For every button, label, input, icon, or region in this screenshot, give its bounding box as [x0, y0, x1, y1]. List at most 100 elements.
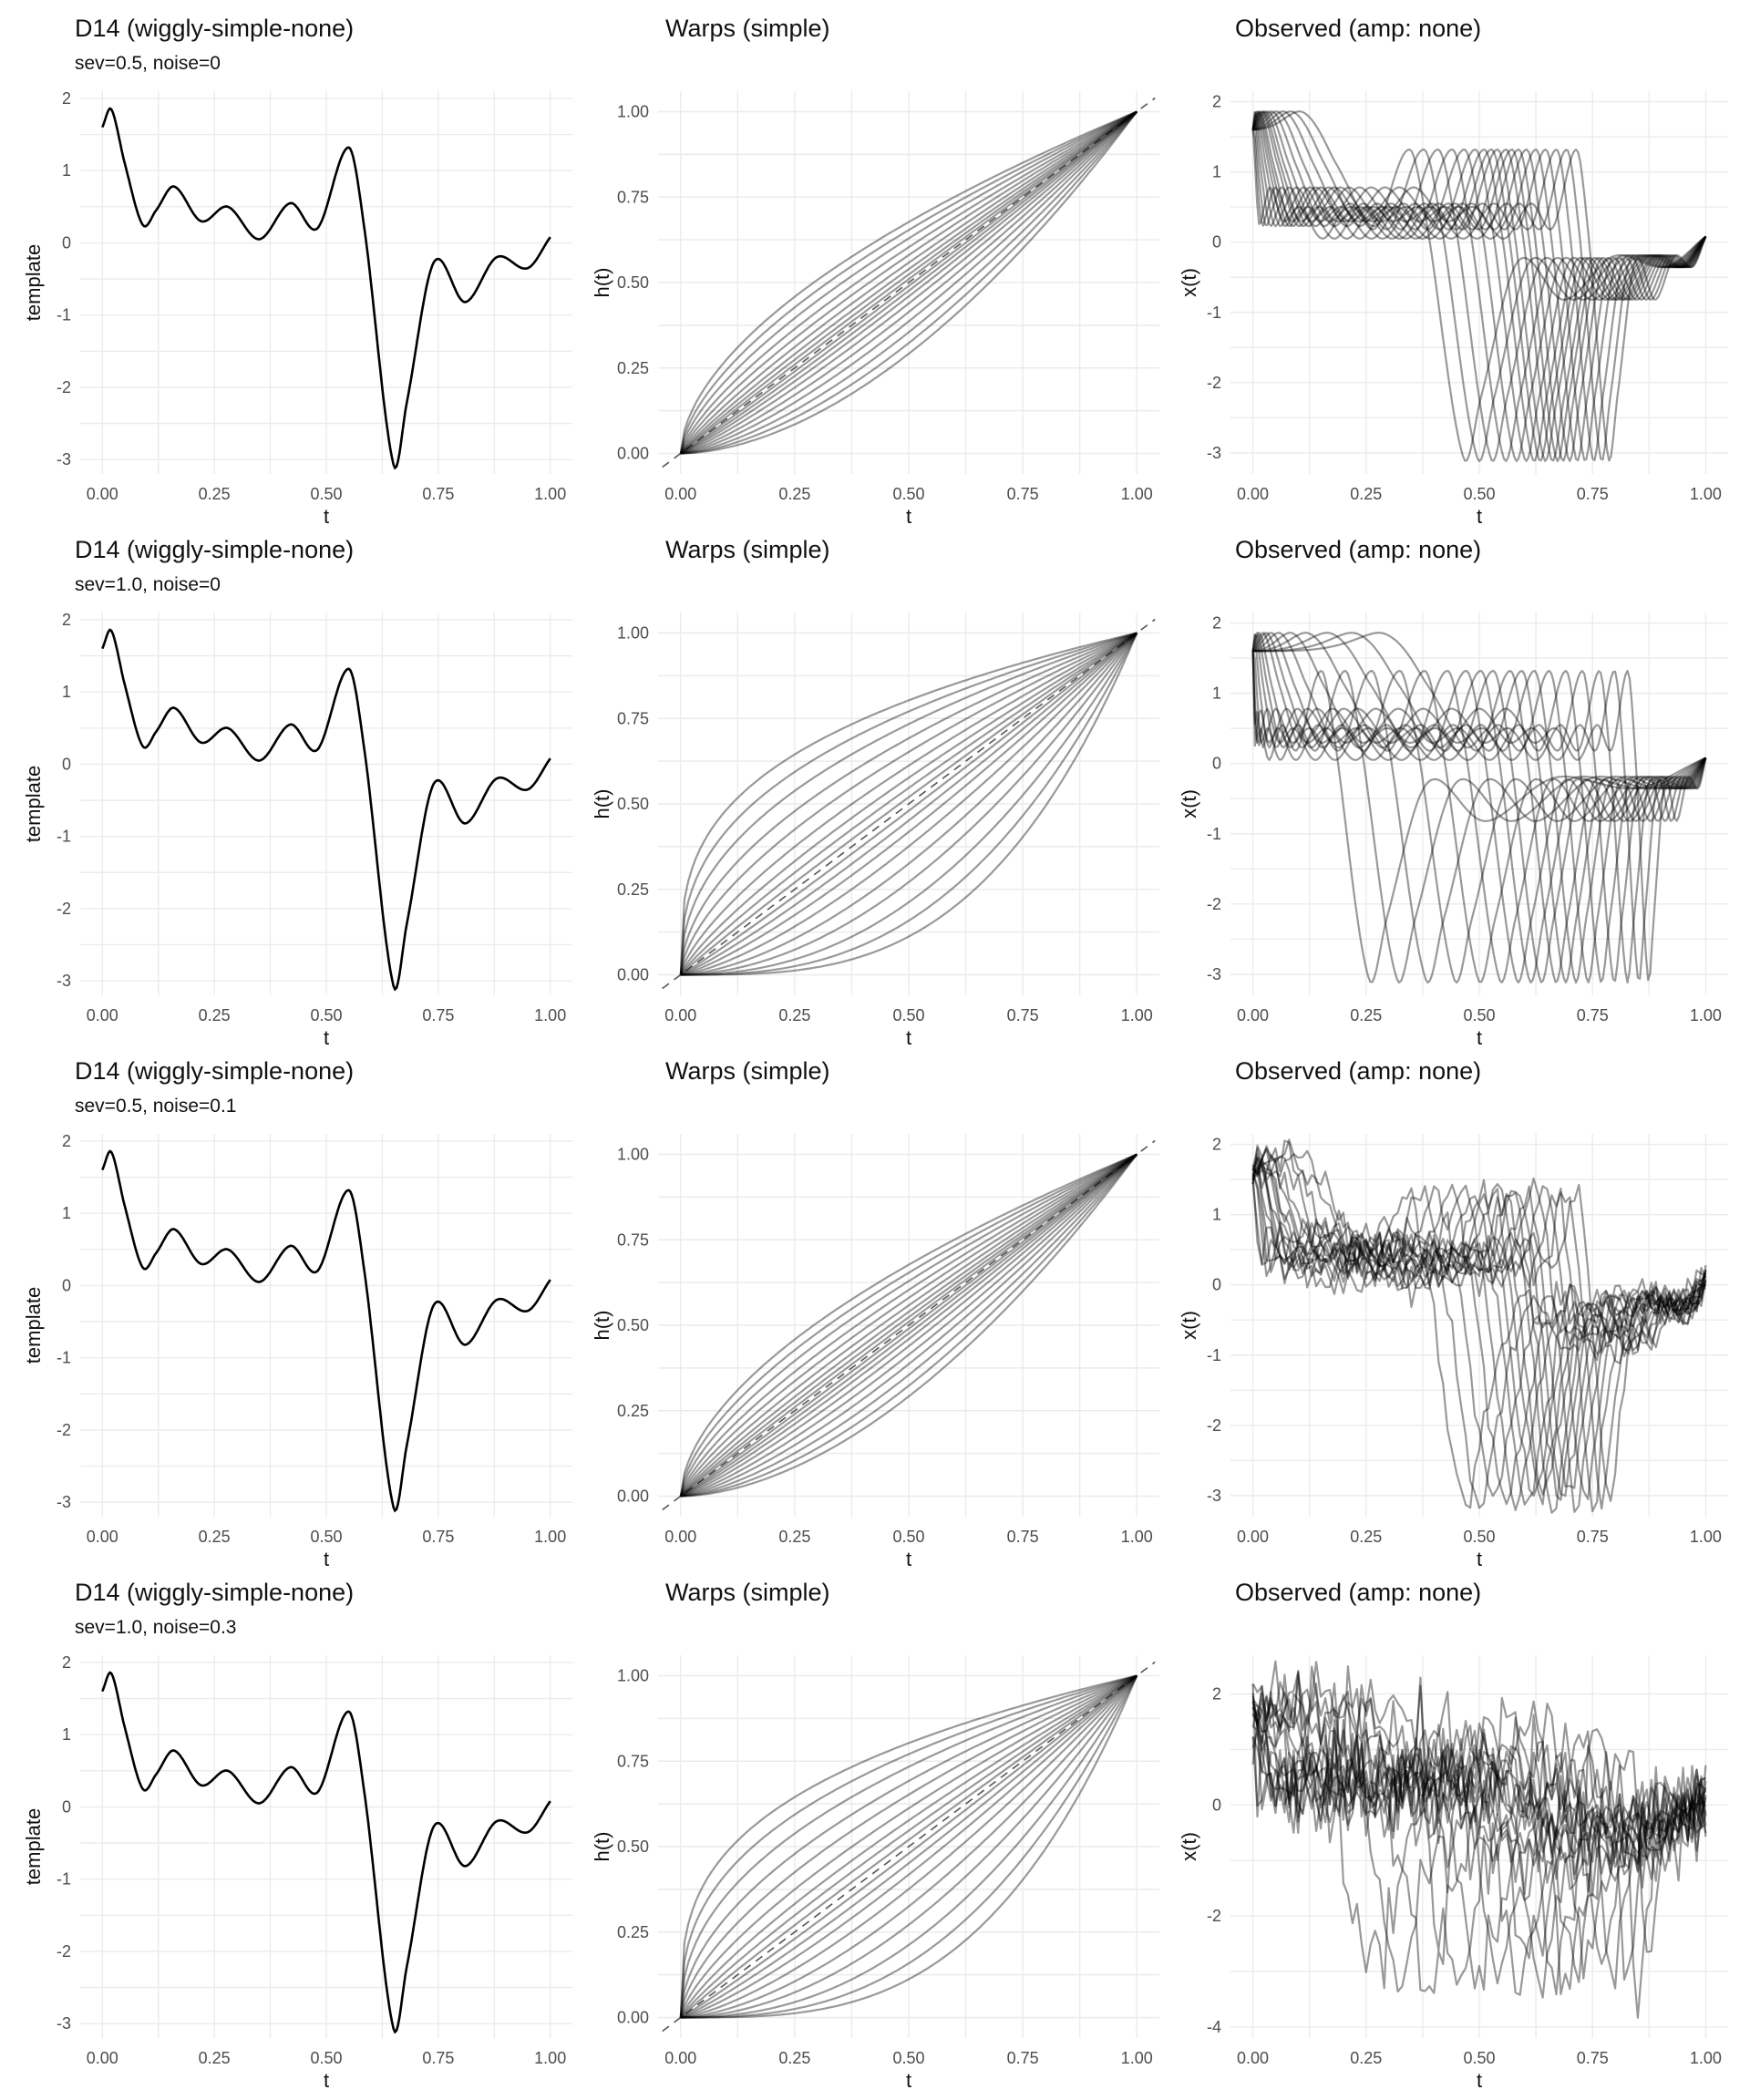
observed-panel-title: Observed (amp: none)	[1235, 1057, 1481, 1085]
template-y-tick-label: -3	[57, 1493, 71, 1511]
warps-x-tick-label: 1.00	[1121, 485, 1153, 503]
observed-x-tick-label: 0.75	[1577, 485, 1609, 503]
warps-x-tick-label: 0.50	[892, 485, 924, 503]
template-y-tick-label: 2	[62, 89, 71, 108]
template-panel-subtitle: sev=1.0, noise=0.3	[75, 1617, 236, 1638]
observed-y-axis-label: x(t)	[1178, 789, 1200, 818]
observed-x-tick-label: 0.75	[1577, 2049, 1609, 2067]
observed-x-axis-label: t	[1477, 2069, 1482, 2092]
warps-series-line-7	[679, 110, 1138, 455]
observed-x-tick-label: 0.00	[1237, 2049, 1269, 2067]
warps-series-line-7	[679, 632, 1138, 975]
observed-series-line-15	[1252, 632, 1707, 983]
warps-x-tick-label: 0.25	[778, 1006, 810, 1024]
observed-panel-title: Observed (amp: none)	[1235, 536, 1481, 563]
warps-series-line-11	[680, 1153, 1138, 1498]
template-panel-subtitle: sev=1.0, noise=0	[75, 574, 221, 595]
warps-series-line-17	[680, 1674, 1138, 2019]
observed-x-tick-label: 0.25	[1350, 2049, 1382, 2067]
observed-series-line-10	[1251, 632, 1707, 983]
warps-x-tick-label: 0.00	[664, 1528, 696, 1546]
warps-series-line-16	[680, 110, 1138, 455]
observed-y-tick-label: 1	[1212, 1206, 1221, 1224]
observed-series-line-5	[1251, 651, 1707, 983]
template-series-line	[101, 107, 551, 470]
warps-y-axis-label: h(t)	[591, 268, 613, 298]
template-x-tick-label: 0.00	[87, 1528, 118, 1546]
warps-series-line-3	[679, 110, 1138, 454]
warps-series-line-1	[679, 1674, 1138, 2018]
template-series-line	[101, 1671, 551, 2034]
template-panel-title: D14 (wiggly-simple-none)	[75, 1579, 354, 1606]
template-x-tick-label: 1.00	[534, 1006, 566, 1024]
warps-x-tick-label: 1.00	[1121, 2049, 1153, 2067]
warps-series-line-4	[679, 110, 1138, 454]
observed-y-tick-label: -1	[1207, 825, 1221, 843]
observed-series-line-16	[1252, 110, 1707, 461]
observed-series-line-15	[1251, 1665, 1707, 1990]
warps-y-tick-label: 0.50	[617, 795, 649, 813]
warps-series-line-18	[680, 1153, 1138, 1498]
warps-series-line-12	[680, 110, 1138, 455]
template-x-tick-label: 0.00	[87, 2049, 118, 2067]
observed-x-tick-label: 0.50	[1463, 2049, 1495, 2067]
template-x-axis-label: t	[324, 1026, 329, 1049]
warps-series-line-3	[679, 632, 1138, 975]
template-series-line	[101, 628, 551, 992]
observed-series-line-13	[1251, 1145, 1707, 1489]
observed-series-line-10	[1251, 1696, 1707, 1996]
observed-y-tick-label: -2	[1207, 374, 1221, 392]
warps-y-tick-label: 0.00	[617, 445, 649, 463]
observed-y-tick-label: -3	[1207, 965, 1221, 983]
warps-y-axis-label: h(t)	[591, 789, 613, 819]
template-x-tick-label: 0.25	[199, 2049, 231, 2067]
template-y-tick-label: -1	[57, 306, 71, 324]
template-y-tick-label: 1	[62, 1725, 71, 1744]
template-x-tick-label: 0.50	[310, 2049, 342, 2067]
template-y-tick-label: -3	[57, 972, 71, 990]
warps-series-line-17	[680, 1153, 1138, 1498]
warps-x-tick-label: 0.00	[664, 485, 696, 503]
warps-x-tick-label: 0.50	[892, 2049, 924, 2067]
template-x-tick-label: 0.00	[87, 1006, 118, 1024]
observed-series-line-7	[1251, 110, 1707, 462]
observed-series-line-18	[1252, 632, 1707, 982]
template-panel-subtitle: sev=0.5, noise=0.1	[75, 1096, 236, 1117]
template-y-tick-label: 2	[62, 1132, 71, 1150]
warps-series-line-2	[679, 1153, 1138, 1497]
template-x-axis-label: t	[324, 2069, 329, 2092]
template-y-tick-label: 0	[62, 755, 71, 773]
warps-y-tick-label: 1.00	[617, 624, 649, 643]
warps-y-tick-label: 0.25	[617, 359, 649, 377]
warps-identity-reference-line	[662, 97, 1156, 468]
warps-series-line-8	[680, 110, 1138, 455]
template-y-tick-label: 2	[62, 1653, 71, 1672]
observed-series-line-8	[1251, 1147, 1707, 1506]
template-x-axis-label: t	[324, 505, 329, 528]
observed-series-line-6	[1251, 110, 1707, 462]
observed-series-line-14	[1252, 110, 1707, 462]
warps-y-tick-label: 0.75	[617, 1230, 649, 1249]
observed-series-line-10	[1251, 1161, 1707, 1514]
warps-series-line-13	[680, 1674, 1138, 2019]
template-series-line	[101, 1149, 551, 1513]
warps-series-line-17	[680, 110, 1138, 455]
warps-series-line-11	[680, 110, 1138, 455]
warps-series-line-5	[679, 632, 1138, 975]
warps-x-axis-label: t	[906, 2069, 911, 2092]
template-x-tick-label: 0.75	[422, 485, 454, 503]
observed-x-tick-label: 0.00	[1237, 485, 1269, 503]
warps-series-line-15	[680, 1153, 1138, 1498]
observed-series-line-10	[1251, 110, 1707, 462]
warps-series-line-13	[680, 110, 1138, 455]
warps-x-tick-label: 0.50	[892, 1006, 924, 1024]
observed-x-tick-label: 0.25	[1350, 1528, 1382, 1546]
observed-series-line-5	[1251, 1166, 1707, 1511]
template-y-tick-label: 1	[62, 683, 71, 701]
template-x-tick-label: 1.00	[534, 485, 566, 503]
warps-y-tick-label: 0.00	[617, 966, 649, 984]
warps-x-axis-label: t	[906, 1548, 911, 1570]
warps-series-line-5	[679, 1153, 1138, 1497]
observed-series-line-4	[1251, 651, 1707, 984]
template-y-axis-label: template	[22, 766, 45, 842]
